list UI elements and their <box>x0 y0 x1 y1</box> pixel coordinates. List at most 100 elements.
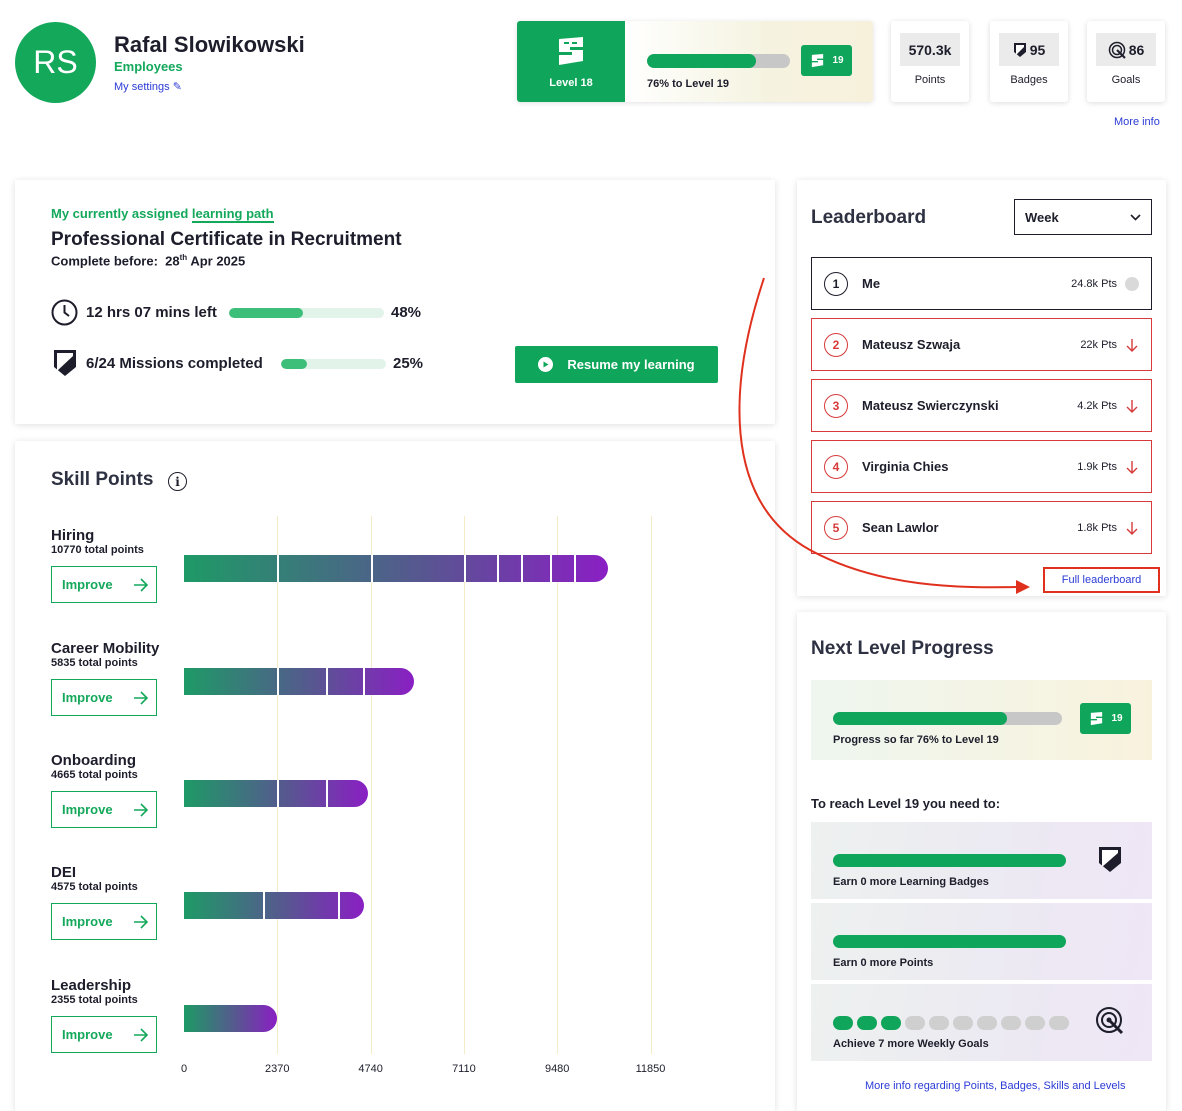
improve-button[interactable]: Improve <box>51 679 157 716</box>
skill-name: Career Mobility <box>51 640 160 657</box>
improve-button[interactable]: Improve <box>51 1016 157 1053</box>
weekly-goal-dot <box>1001 1016 1021 1030</box>
learning-path-card: My currently assigned learning path Prof… <box>15 180 775 424</box>
stat-goals[interactable]: 86 Goals <box>1087 21 1165 102</box>
leaderboard-rank: 3 <box>824 393 848 418</box>
improve-label: Improve <box>62 577 113 592</box>
level-current: Level 18 <box>517 21 625 102</box>
improve-button[interactable]: Improve <box>51 566 157 603</box>
weekly-goal-dot <box>857 1016 877 1030</box>
stat-goals-value: 86 <box>1096 33 1156 66</box>
level-logo-icon <box>1091 711 1103 725</box>
skill-bar[interactable] <box>184 780 368 807</box>
learning-path-label: My currently assigned learning path <box>51 206 274 223</box>
missions-progress-bar <box>281 359 386 369</box>
leaderboard-row[interactable]: 3 Mateusz Swierczynski 4.2k Pts <box>811 379 1152 432</box>
level-logo-icon <box>559 36 583 65</box>
next-level-progress-text: Progress so far 76% to Level 19 <box>833 734 999 746</box>
requirement-badges-bar <box>833 854 1066 867</box>
skill-total: 4665 total points <box>51 769 138 781</box>
chart-gridline <box>370 516 372 1054</box>
weekly-goal-dot <box>833 1016 853 1030</box>
skill-bar[interactable] <box>184 668 414 695</box>
leaderboard-name: Me <box>862 276 881 291</box>
requirement-points: Earn 0 more Points <box>811 903 1152 980</box>
info-icon[interactable]: i <box>168 472 187 491</box>
resume-learning-button[interactable]: Resume my learning <box>515 346 718 383</box>
leaderboard-rank: 4 <box>824 454 848 479</box>
arrow-right-icon <box>133 802 148 817</box>
level-card[interactable]: Level 18 76% to Level 19 19 <box>517 21 873 102</box>
skill-bar[interactable] <box>184 555 608 582</box>
learning-path-link[interactable]: learning path <box>191 206 274 223</box>
leaderboard-points: 1.8k Pts <box>1077 521 1117 534</box>
skill-name: Leadership <box>51 977 132 994</box>
leaderboard-rank: 1 <box>824 271 848 296</box>
avatar: RS <box>15 22 96 103</box>
more-info-link[interactable]: More info <box>1114 116 1160 128</box>
stat-badges[interactable]: 95 Badges <box>990 21 1068 102</box>
stat-points-value: 570.3k <box>900 33 960 66</box>
x-tick-label: 0 <box>180 1063 188 1075</box>
improve-label: Improve <box>62 690 113 705</box>
chart-gridline <box>463 516 465 1054</box>
arrow-right-icon <box>133 914 148 929</box>
requirement-points-bar <box>833 935 1066 948</box>
next-level-badge: 19 <box>1080 703 1131 734</box>
resume-learning-label: Resume my learning <box>567 357 695 372</box>
more-info-levels-link[interactable]: More info regarding Points, Badges, Skil… <box>865 1080 1126 1092</box>
stat-points[interactable]: 570.3k Points <box>891 21 969 102</box>
skill-bar[interactable] <box>184 1005 277 1032</box>
level-current-label: Level 18 <box>549 76 593 89</box>
neutral-trend-icon <box>1125 276 1139 291</box>
x-tick-label: 2370 <box>265 1063 290 1075</box>
avatar-initials: RS <box>33 44 78 80</box>
requirement-goals-text: Achieve 7 more Weekly Goals <box>833 1038 989 1050</box>
arrow-down-icon <box>1126 338 1138 352</box>
my-settings-link[interactable]: My settings ✎ <box>114 80 182 93</box>
skill-total: 2355 total points <box>51 994 138 1006</box>
arrow-right-icon <box>133 690 148 705</box>
arrow-down-icon <box>1126 521 1138 535</box>
requirement-badges-text: Earn 0 more Learning Badges <box>833 876 989 888</box>
leaderboard-row[interactable]: 4 Virginia Chies 1.9k Pts <box>811 440 1152 493</box>
next-level-title: Next Level Progress <box>811 638 994 659</box>
leaderboard-period-select[interactable]: Week <box>1014 199 1152 235</box>
badge-icon <box>1013 42 1026 57</box>
next-level-number: 19 <box>832 55 844 66</box>
leaderboard-row[interactable]: 1 Me 24.8k Pts <box>811 257 1152 310</box>
arrow-down-icon <box>1126 460 1138 474</box>
requirement-goals: Achieve 7 more Weekly Goals <box>811 984 1152 1061</box>
leaderboard-row[interactable]: 2 Mateusz Szwaja 22k Pts <box>811 318 1152 371</box>
next-level-progress-bar <box>833 712 1062 725</box>
leaderboard-points: 4.2k Pts <box>1077 399 1117 412</box>
weekly-goal-dot <box>977 1016 997 1030</box>
requirement-badges: Earn 0 more Learning Badges <box>811 822 1152 899</box>
time-left-text: 12 hrs 07 mins left <box>86 304 217 321</box>
requirements-title: To reach Level 19 you need to: <box>811 796 1001 811</box>
level-logo-icon <box>812 53 824 67</box>
leaderboard-row[interactable]: 5 Sean Lawlor 1.8k Pts <box>811 501 1152 554</box>
user-role: Employees <box>114 59 183 74</box>
time-progress-bar <box>229 308 384 318</box>
skill-name: Onboarding <box>51 752 136 769</box>
clock-icon <box>51 299 78 331</box>
improve-button[interactable]: Improve <box>51 791 157 828</box>
skill-bar[interactable] <box>184 892 365 919</box>
time-percent: 48% <box>391 304 422 321</box>
leaderboard-rank: 5 <box>824 515 848 540</box>
x-tick-label: 7110 <box>452 1063 476 1075</box>
arrow-right-icon <box>133 1027 148 1042</box>
stat-badges-value: 95 <box>999 33 1059 66</box>
arrow-down-icon <box>1126 399 1138 413</box>
weekly-goals-dots <box>833 1016 1069 1030</box>
skill-points-card: Skill Points i 0 2370 4740 7110 9480 11850 Hir… <box>15 441 775 1111</box>
next-level-progress-panel: Progress so far 76% to Level 19 19 <box>811 680 1152 760</box>
badge-icon <box>1099 847 1121 872</box>
full-leaderboard-link[interactable]: Full leaderboard <box>1043 567 1160 593</box>
improve-button[interactable]: Improve <box>51 903 157 940</box>
skill-total: 4575 total points <box>51 881 138 893</box>
leaderboard-name: Virginia Chies <box>862 459 949 474</box>
pencil-icon: ✎ <box>172 81 182 93</box>
weekly-goal-dot <box>929 1016 949 1030</box>
